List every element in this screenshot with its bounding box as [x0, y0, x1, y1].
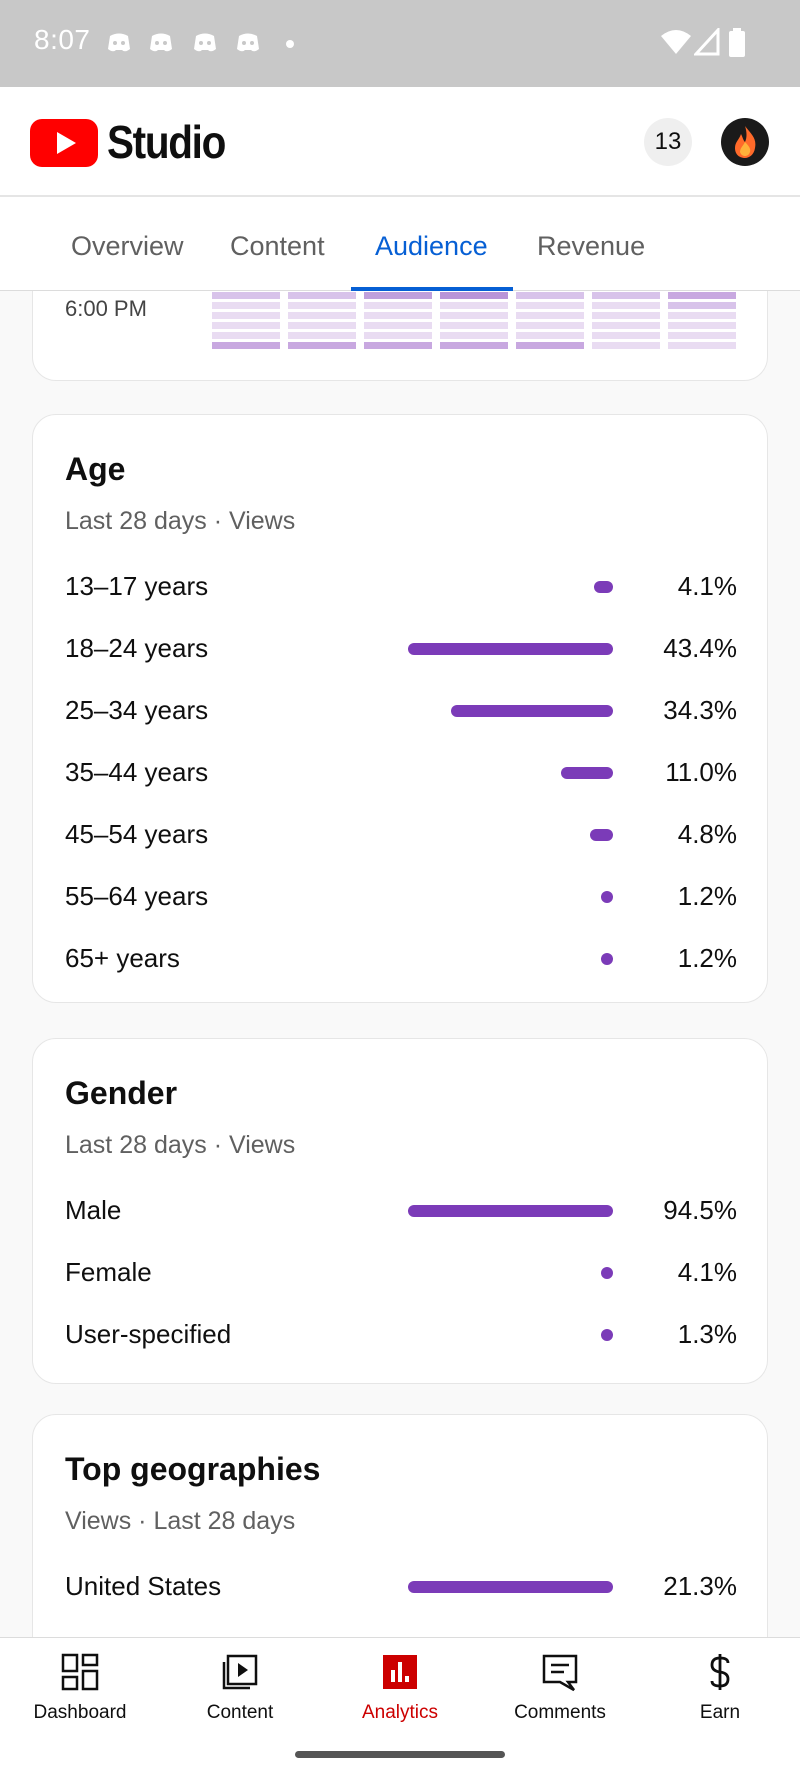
- geographies-title: Top geographies: [65, 1451, 321, 1487]
- stat-bar: [601, 1329, 613, 1341]
- tab-revenue[interactable]: Revenue: [537, 231, 646, 261]
- stat-label: 35–44 years: [65, 757, 209, 787]
- when-viewers-on-youtube-card: 6:00 PM: [32, 291, 768, 381]
- stat-bar: [408, 1581, 613, 1593]
- gender-subtitle: Last 28 days · Views: [65, 1131, 296, 1159]
- content-icon: [222, 1654, 258, 1690]
- nav-earn[interactable]: Earn: [640, 1638, 800, 1732]
- status-bar: 8:07: [0, 0, 800, 87]
- earn-icon: [710, 1654, 730, 1690]
- tab-content[interactable]: Content: [230, 231, 325, 261]
- nav-content[interactable]: Content: [160, 1638, 320, 1732]
- age-title: Age: [65, 451, 126, 487]
- gender-title: Gender: [65, 1075, 178, 1111]
- app-bar: Studio 13: [0, 87, 800, 197]
- stat-percent: 1.3%: [677, 1319, 737, 1349]
- stat-percent: 1.2%: [677, 881, 737, 911]
- stat-bar: [561, 767, 613, 779]
- active-tab-indicator: [351, 287, 513, 291]
- audience-content[interactable]: 6:00 PM Age Last 28 days · Views 13–17 y…: [0, 291, 800, 1637]
- discord-notification-icon: [150, 33, 172, 52]
- tab-bar: Overview Content Audience Revenue: [0, 197, 800, 291]
- nav-comments[interactable]: Comments: [480, 1638, 640, 1732]
- stat-label: 25–34 years: [65, 695, 209, 725]
- avatar[interactable]: [721, 118, 769, 166]
- comments-icon: [542, 1654, 578, 1692]
- analytics-icon: [383, 1655, 417, 1689]
- stat-row: 18–24 years 43.4%: [65, 629, 737, 669]
- stat-row: 65+ years 1.2%: [65, 939, 737, 979]
- heatmap-time-label: 6:00 PM: [65, 296, 147, 321]
- stat-label: 65+ years: [65, 943, 180, 973]
- tab-overview[interactable]: Overview: [71, 231, 184, 261]
- stat-row: User-specified 1.3%: [65, 1315, 737, 1355]
- geographies-subtitle: Views · Last 28 days: [65, 1507, 296, 1535]
- stat-row: Female 4.1%: [65, 1253, 737, 1293]
- stat-bar: [601, 1267, 613, 1279]
- discord-notification-icon: [237, 33, 259, 52]
- stat-row: 13–17 years 4.1%: [65, 567, 737, 607]
- stat-percent: 4.8%: [677, 819, 737, 849]
- stat-row: Male 94.5%: [65, 1191, 737, 1231]
- stat-row: 35–44 years 11.0%: [65, 753, 737, 793]
- stat-label: User-specified: [65, 1319, 232, 1349]
- heatmap-grid: [212, 292, 736, 352]
- more-notifications-dot: [286, 40, 294, 48]
- nav-analytics-label: Analytics: [361, 1702, 439, 1723]
- stat-label: 55–64 years: [65, 881, 209, 911]
- nav-comments-label: Comments: [514, 1702, 606, 1723]
- nav-earn-label: Earn: [699, 1702, 741, 1723]
- gender-card: Gender Last 28 days · Views Male 94.5% Fem…: [32, 1038, 768, 1384]
- wifi-icon: [661, 30, 691, 54]
- stat-percent: 4.1%: [677, 1257, 737, 1287]
- nav-dashboard[interactable]: Dashboard: [0, 1638, 160, 1732]
- stat-percent: 43.4%: [663, 633, 737, 663]
- stat-row: 25–34 years 34.3%: [65, 691, 737, 731]
- discord-notification-icon: [108, 33, 130, 52]
- stat-bar: [590, 829, 613, 841]
- gesture-bar: [0, 1731, 800, 1777]
- stat-label: 13–17 years: [65, 571, 209, 601]
- stat-bar: [594, 581, 613, 593]
- stat-percent: 21.3%: [663, 1571, 737, 1601]
- top-geographies-card: Top geographies Views · Last 28 days Uni…: [32, 1414, 768, 1637]
- age-subtitle: Last 28 days · Views: [65, 507, 296, 535]
- nav-dashboard-label: Dashboard: [33, 1702, 127, 1723]
- stat-row: 55–64 years 1.2%: [65, 877, 737, 917]
- cell-signal-icon: [694, 28, 720, 56]
- stat-bar: [408, 643, 613, 655]
- discord-notification-icon: [194, 33, 216, 52]
- age-card: Age Last 28 days · Views 13–17 years 4.1%…: [32, 414, 768, 1003]
- bottom-navigation: Dashboard Content Analytics Comments Ear…: [0, 1637, 800, 1731]
- app-title: Studio: [107, 116, 226, 168]
- tab-audience[interactable]: Audience: [375, 231, 488, 261]
- status-time: 8:07: [34, 24, 91, 55]
- stat-percent: 4.1%: [677, 571, 737, 601]
- stat-label: 45–54 years: [65, 819, 209, 849]
- stat-percent: 11.0%: [665, 757, 737, 787]
- dashboard-icon: [61, 1653, 99, 1691]
- stat-percent: 94.5%: [663, 1195, 737, 1225]
- stat-label: Male: [65, 1195, 122, 1225]
- home-indicator[interactable]: [295, 1751, 505, 1758]
- stat-row: United States 21.3%: [65, 1567, 737, 1607]
- stat-bar: [451, 705, 613, 717]
- notifications-badge[interactable]: 13: [644, 118, 692, 166]
- nav-analytics[interactable]: Analytics: [320, 1638, 480, 1732]
- stat-label: 18–24 years: [65, 633, 209, 663]
- stat-bar: [601, 953, 613, 965]
- nav-content-label: Content: [206, 1702, 274, 1723]
- flame-icon: [735, 126, 756, 158]
- battery-icon: [729, 28, 745, 57]
- stat-percent: 1.2%: [677, 943, 737, 973]
- stat-label: Female: [65, 1257, 152, 1287]
- stat-bar: [601, 891, 613, 903]
- stat-label: United States: [65, 1571, 222, 1601]
- stat-percent: 34.3%: [663, 695, 737, 725]
- youtube-logo-icon[interactable]: [30, 119, 98, 167]
- stat-row: 45–54 years 4.8%: [65, 815, 737, 855]
- stat-bar: [408, 1205, 613, 1217]
